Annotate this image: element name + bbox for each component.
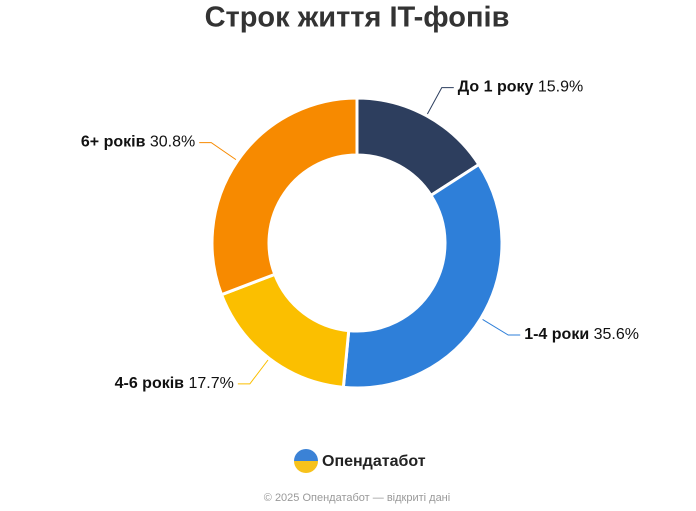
category-label: До 1 року [458, 79, 534, 96]
footer: © 2025 Опендатабот — відкриті дані [264, 492, 450, 504]
donut-segment [341, 163, 504, 390]
logo: Опендатабот [294, 449, 426, 473]
chart-title: Строк життя IT-фопів [205, 2, 510, 34]
leader-line [426, 87, 454, 115]
value-label: 17.7% [188, 375, 233, 392]
donut-segment [220, 272, 351, 389]
data-label: 6+ років 30.8% [81, 134, 195, 151]
leader-line [237, 359, 269, 385]
value-label: 30.8% [150, 134, 195, 151]
category-label: 1-4 роки [524, 326, 589, 343]
value-label: 15.9% [538, 79, 583, 96]
value-label: 35.6% [594, 326, 639, 343]
donut-segment [210, 96, 359, 297]
category-label: 6+ років [81, 134, 146, 151]
logo-icon-bottom [294, 461, 318, 473]
logo-icon-top [294, 449, 318, 461]
leader-line [199, 142, 237, 161]
data-label: 4-6 років 17.7% [115, 375, 234, 392]
data-label: 1-4 роки 35.6% [524, 326, 639, 343]
leader-line [482, 318, 521, 336]
category-label: 4-6 років [115, 375, 185, 392]
logo-text: Опендатабот [322, 453, 426, 470]
data-label: До 1 року 15.9% [458, 79, 583, 96]
